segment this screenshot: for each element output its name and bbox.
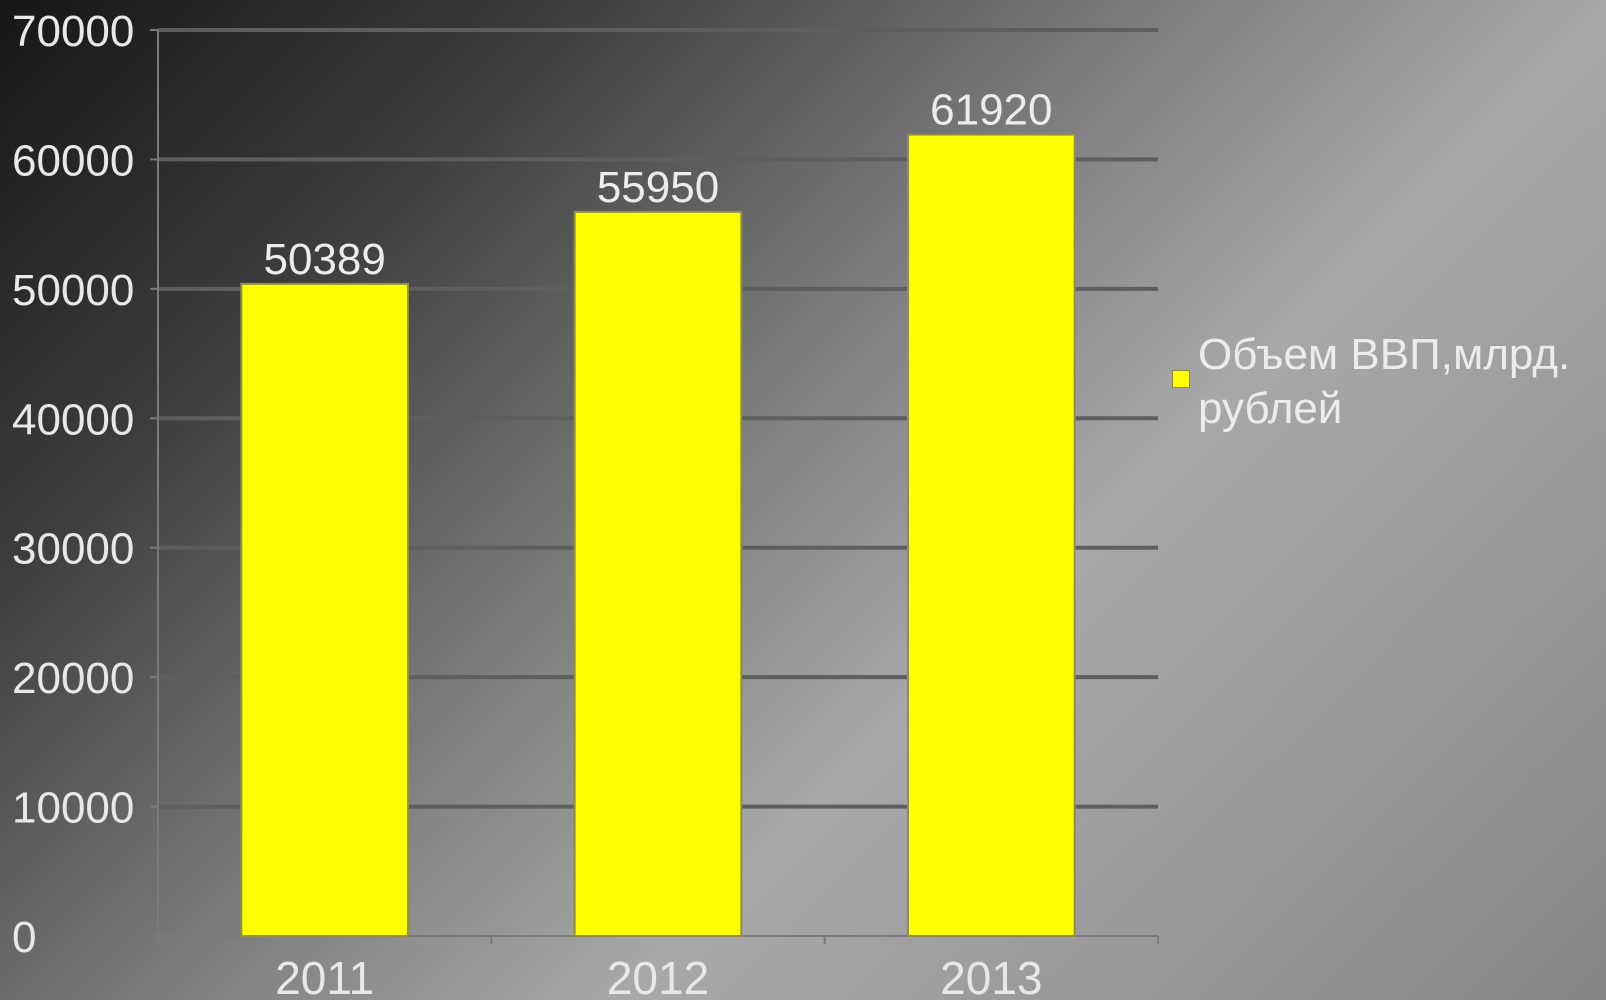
y-tick-label: 10000	[12, 784, 134, 833]
bar-2012	[573, 210, 743, 937]
x-category-label: 2012	[607, 952, 709, 1000]
legend-swatch	[1172, 370, 1190, 388]
y-tick-label: 70000	[12, 7, 134, 56]
y-tick-label: 50000	[12, 266, 134, 315]
legend-label: Объем ВВП,млрд. рублей	[1198, 330, 1571, 433]
x-category-label: 2011	[275, 952, 374, 1000]
bars	[240, 133, 1076, 937]
data-label: 61920	[930, 86, 1052, 135]
y-tick-label: 20000	[12, 654, 134, 703]
labels: 0 10000 20000 30000 40000 50000 60000 70000 5038…	[12, 7, 1053, 1000]
y-tick-label: 60000	[12, 136, 134, 185]
data-label: 50389	[263, 235, 385, 284]
data-label: 55950	[597, 163, 719, 212]
bar-2013	[907, 133, 1076, 937]
x-category-label: 2013	[940, 952, 1042, 1000]
y-tick-label: 30000	[12, 525, 134, 574]
bar-2011	[240, 282, 409, 937]
y-tick-label: 40000	[12, 395, 134, 444]
legend: Объем ВВП,млрд. рублей	[1172, 328, 1602, 436]
y-tick-label: 0	[12, 913, 36, 962]
